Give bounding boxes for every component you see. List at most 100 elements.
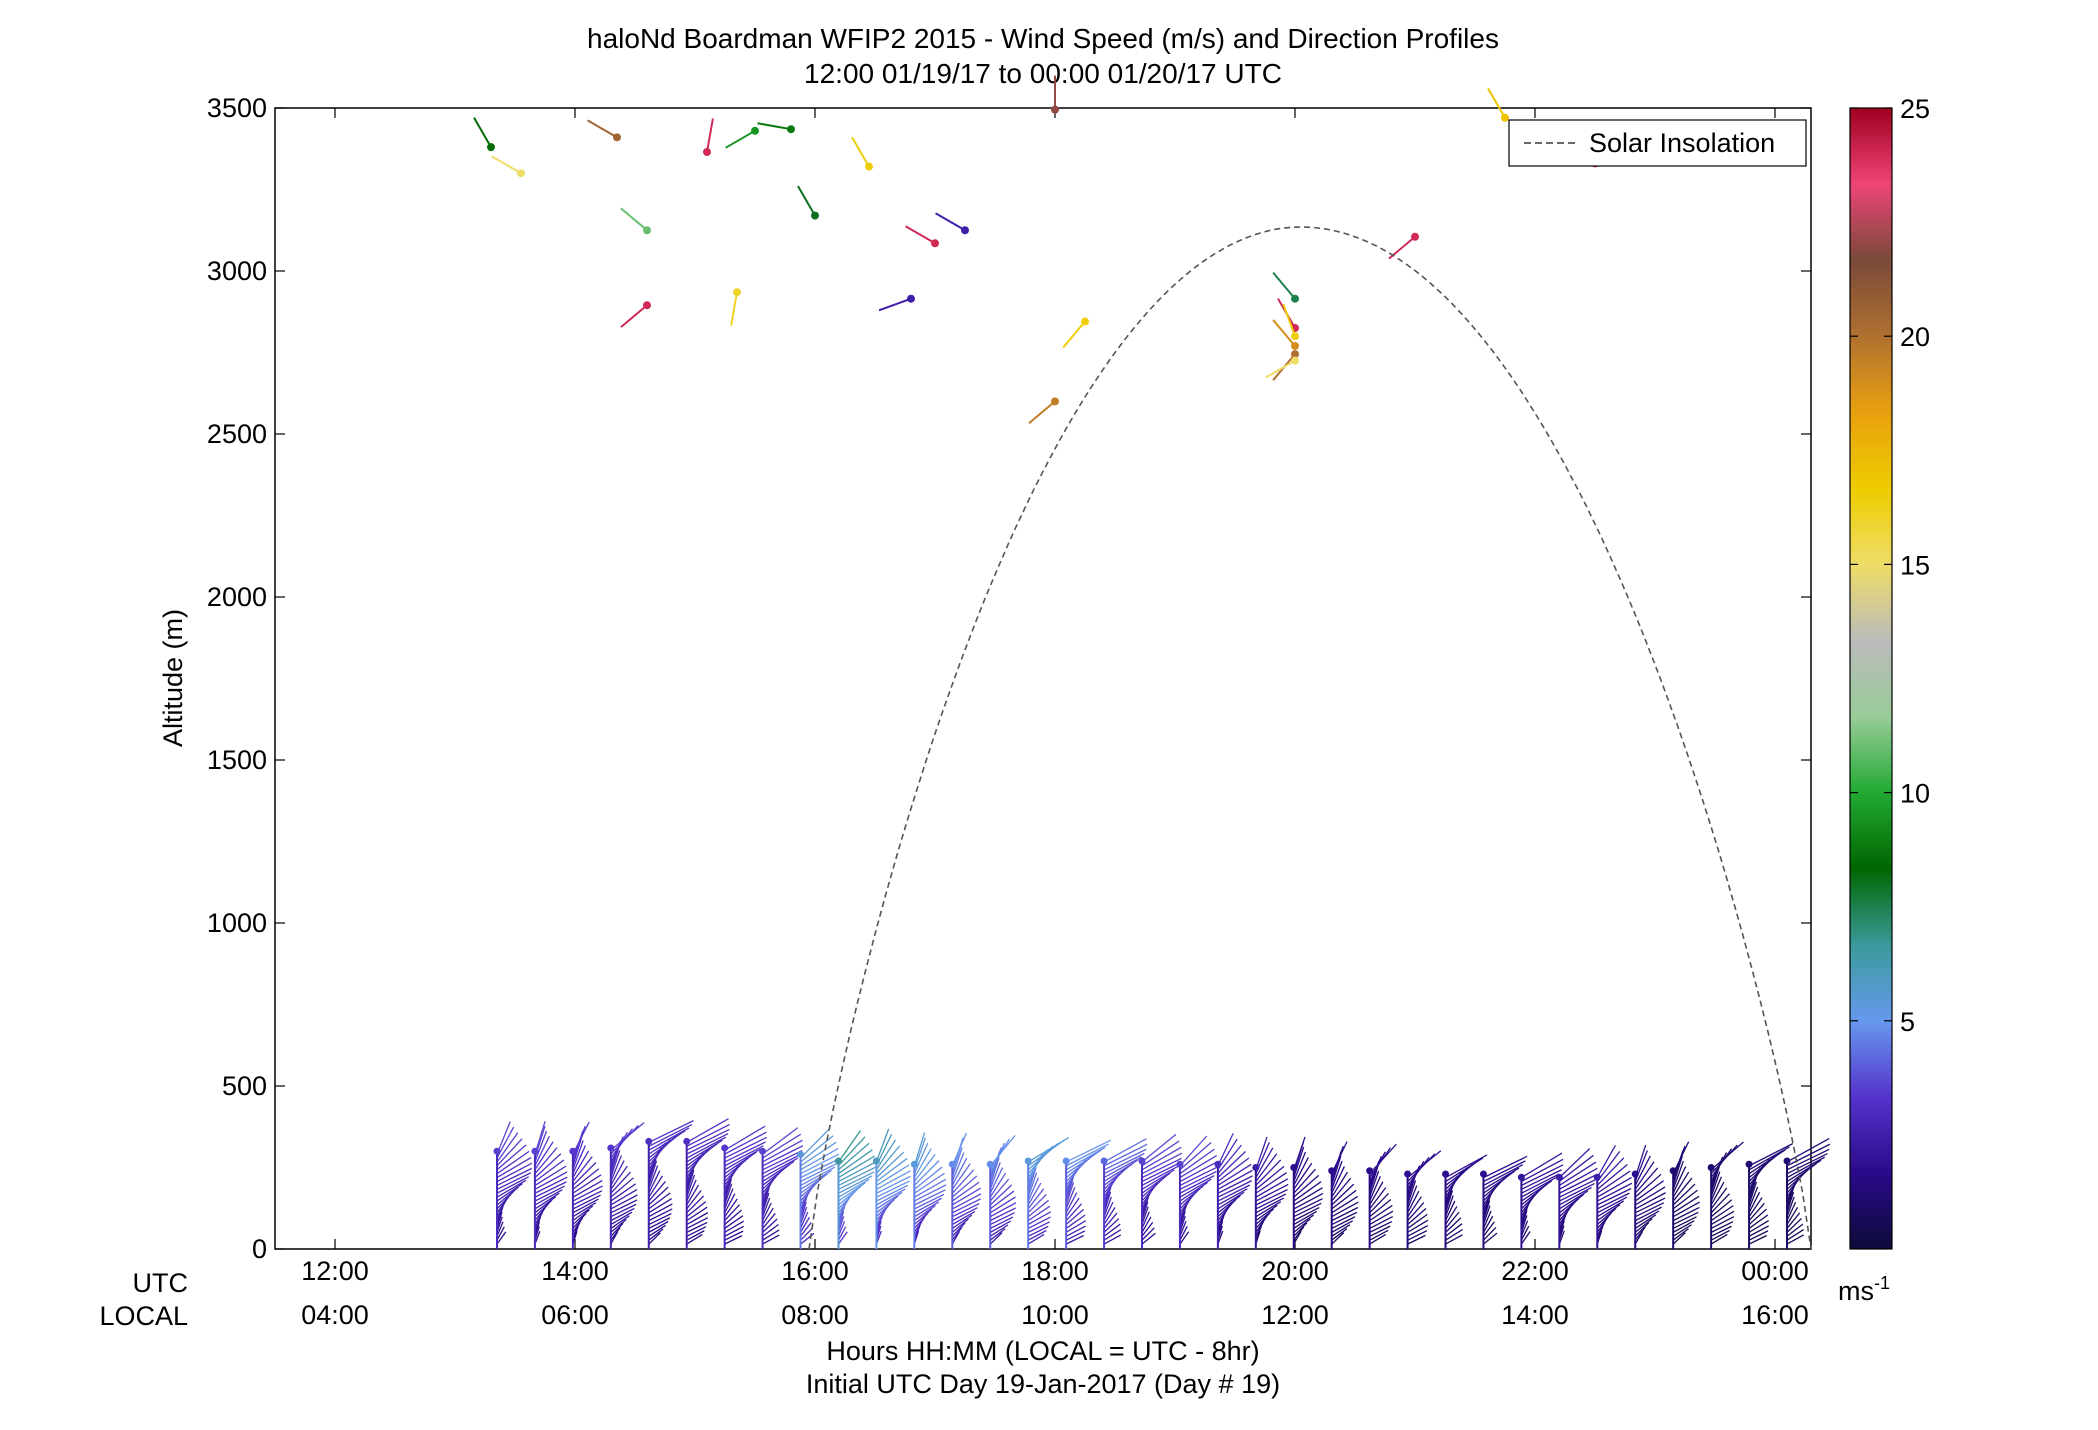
wind-vector: [951, 1175, 978, 1198]
solar-insolation-curve: [808, 226, 1812, 1250]
wind-vector: [1672, 1160, 1684, 1190]
wind-vector: [838, 1149, 873, 1175]
wind-vector: [1141, 1227, 1155, 1241]
wind-vector: [1786, 1207, 1799, 1225]
wind-vector: [913, 1212, 929, 1229]
wind-vector: [1559, 1182, 1595, 1202]
wind-vector: [1217, 1188, 1248, 1206]
wind-vector: [951, 1222, 966, 1237]
barb-point: [1291, 294, 1299, 303]
x-axis: 12:00 04:00 14:00 06:00 16:00 08:00 18:00 10:00…: [301, 108, 1809, 1330]
wind-vector: [1407, 1219, 1429, 1233]
barb-point: [1291, 356, 1299, 365]
wind-vector: [686, 1169, 695, 1194]
wind-vector: [610, 1226, 621, 1241]
wind-vector: [1672, 1228, 1689, 1241]
wind-vector: [1179, 1178, 1212, 1198]
y-tick-label: 1000: [207, 908, 267, 938]
wind-vector: [1255, 1159, 1282, 1186]
profile-top-point: [1214, 1160, 1222, 1168]
wind-vector: [1596, 1176, 1632, 1198]
wind-vector: [1786, 1191, 1795, 1214]
wind-vector: [572, 1180, 603, 1198]
wind-vector: [1748, 1225, 1769, 1237]
wind-vector: [1786, 1229, 1804, 1241]
y-tick-label: 0: [252, 1234, 267, 1264]
wind-vector: [799, 1206, 808, 1225]
wind-vector: [496, 1186, 520, 1206]
wind-profile: [569, 1121, 603, 1249]
wind-vector: [1293, 1206, 1320, 1222]
wind-vector: [1407, 1213, 1428, 1229]
wind-vector: [913, 1172, 945, 1194]
wind-vector: [1179, 1185, 1204, 1206]
wind-vector: [496, 1221, 504, 1237]
wind-vector: [572, 1156, 593, 1182]
y-tick-label: 3000: [207, 256, 267, 286]
wind-vector: [1672, 1195, 1700, 1214]
wind-vector: [838, 1142, 870, 1171]
profile-top-point: [1138, 1157, 1146, 1165]
wind-vector: [1748, 1149, 1786, 1175]
wind-vector: [800, 1147, 839, 1171]
wind-vector: [951, 1207, 978, 1222]
wind-vector: [1710, 1205, 1734, 1222]
wind-vector: [1255, 1204, 1278, 1222]
x-tick-label-local: 12:00: [1261, 1300, 1329, 1330]
wind-vector: [837, 1226, 847, 1241]
wind-vector: [572, 1174, 602, 1194]
wind-vector: [914, 1178, 947, 1198]
wind-vector: [1293, 1210, 1318, 1226]
wind-vector: [1103, 1196, 1112, 1217]
wind-vector: [1331, 1206, 1359, 1222]
wind-vector: [875, 1139, 897, 1171]
y-tick-label: 2000: [207, 582, 267, 612]
wind-vector: [1293, 1151, 1307, 1182]
wind-vector: [1331, 1220, 1354, 1233]
wind-vector: [914, 1189, 946, 1206]
wind-vector: [876, 1164, 910, 1186]
wind-vector: [1103, 1207, 1116, 1225]
barb-line: [1487, 87, 1506, 119]
wind-vector: [496, 1144, 527, 1171]
wind-vector: [1369, 1216, 1394, 1230]
wind-vector: [951, 1214, 973, 1229]
wind-vector: [1407, 1202, 1425, 1222]
barb-line: [878, 297, 912, 312]
wind-vector: [876, 1184, 909, 1202]
wind-vector: [1255, 1178, 1289, 1198]
wind-vector: [1710, 1193, 1730, 1214]
wind-vector: [1293, 1218, 1311, 1233]
wind-profile: [834, 1130, 876, 1249]
wind-vector: [572, 1198, 599, 1214]
wind-profile: [1252, 1136, 1289, 1249]
wind-vector: [1179, 1142, 1212, 1171]
wind-vector: [1293, 1136, 1306, 1170]
wind-vector: [1634, 1197, 1666, 1214]
upper-wind-barb: [1265, 356, 1299, 379]
barb-point: [733, 288, 741, 297]
wind-profile: [1555, 1148, 1598, 1249]
colorbar-unit-exponent: -1: [1874, 1273, 1890, 1293]
wind-vector: [1596, 1170, 1631, 1194]
wind-vector: [1103, 1159, 1139, 1183]
wind-vector: [610, 1171, 632, 1194]
wind-vector: [496, 1179, 527, 1198]
wind-vector: [951, 1218, 969, 1233]
wind-vector: [1520, 1231, 1531, 1245]
wind-vector: [1255, 1165, 1285, 1190]
wind-profile: [948, 1132, 982, 1249]
wind-vector: [1369, 1220, 1393, 1233]
wind-vector: [496, 1162, 533, 1183]
wind-vector: [648, 1127, 690, 1151]
wind-vector: [1444, 1200, 1456, 1221]
wind-vector: [762, 1139, 803, 1163]
wind-vector: [838, 1185, 862, 1206]
barb-line: [1272, 319, 1296, 347]
wind-vector: [1444, 1195, 1454, 1217]
wind-vector: [762, 1218, 778, 1233]
wind-vector: [1331, 1189, 1357, 1210]
wind-vector: [1672, 1171, 1690, 1198]
wind-vector: [762, 1145, 804, 1167]
wind-vector: [1483, 1160, 1526, 1183]
